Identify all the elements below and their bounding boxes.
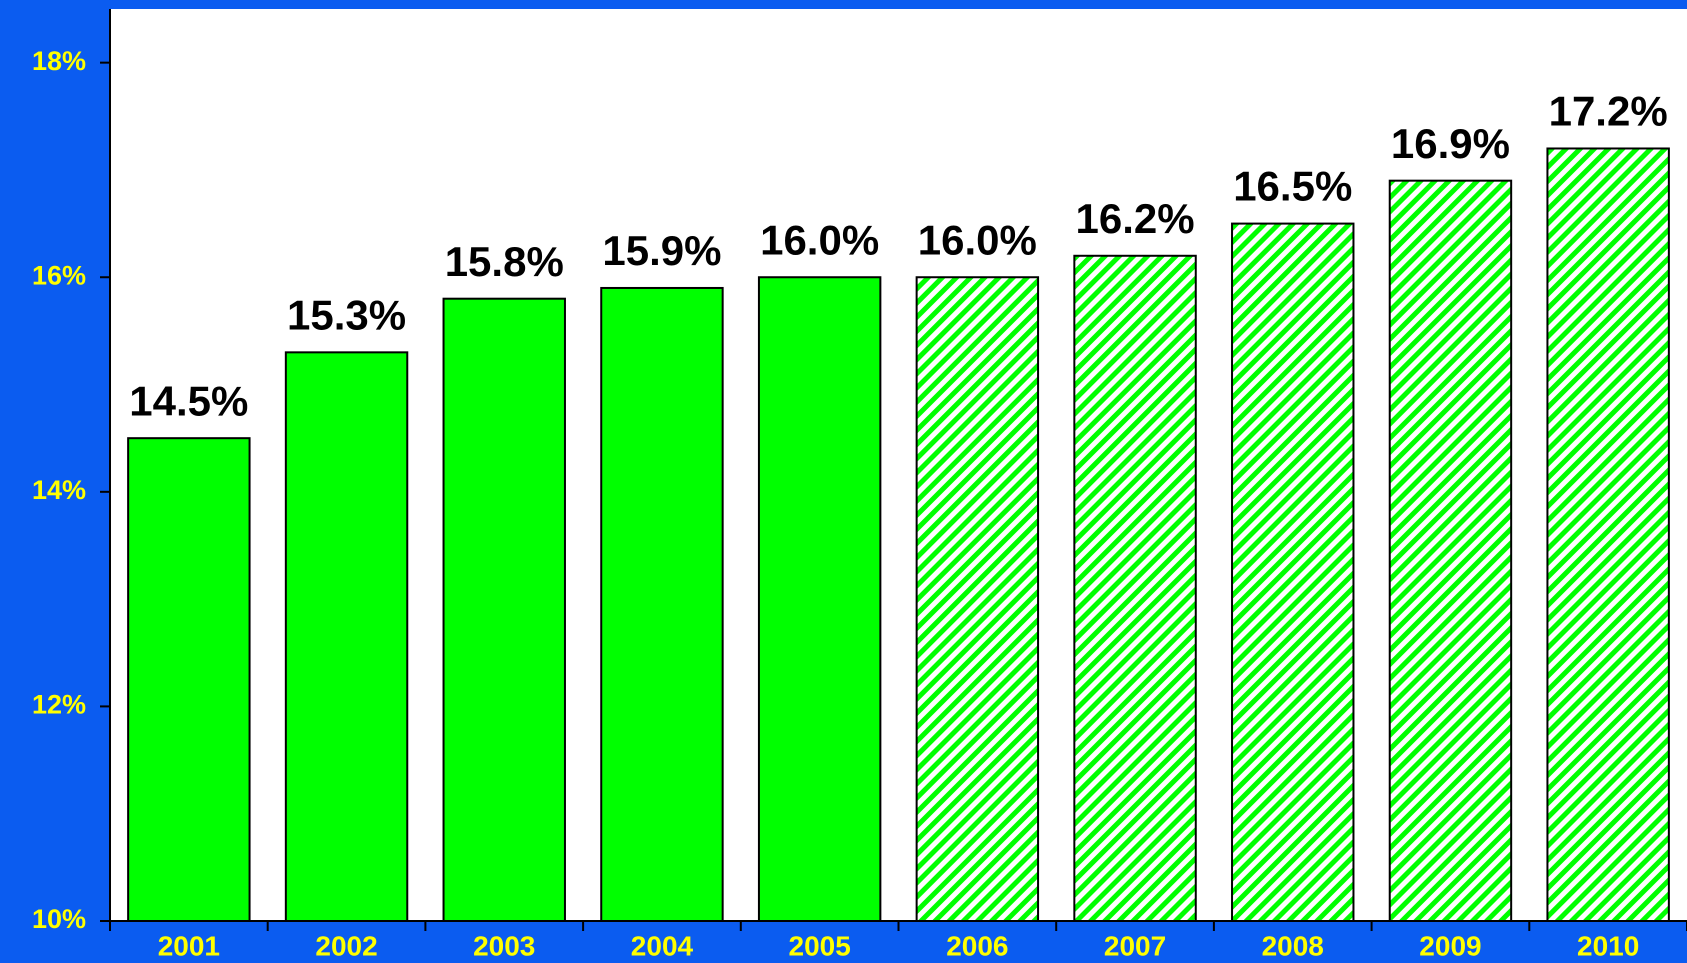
bar [284,351,409,922]
value-label: 16.2% [1076,195,1195,242]
value-label: 16.0% [760,216,879,263]
value-label: 15.9% [602,227,721,274]
bar [600,286,724,922]
x-tick-label: 2006 [946,930,1008,961]
x-tick-label: 2008 [1262,930,1324,961]
y-tick-label: 12% [32,690,86,720]
bar [1546,147,1670,922]
bar [915,276,1040,922]
bar [127,437,251,922]
bar [757,276,882,922]
value-label: 16.0% [918,216,1037,263]
bar [1388,179,1513,922]
value-label: 17.2% [1549,88,1668,135]
bar [1073,254,1197,922]
x-tick-label: 2007 [1104,930,1166,961]
y-tick-label: 14% [32,475,86,505]
x-tick-label: 2010 [1577,930,1639,961]
value-label: 14.5% [129,377,248,424]
bar [442,297,566,923]
x-tick-label: 2004 [631,930,694,961]
x-tick-label: 2002 [315,930,377,961]
value-label: 15.3% [287,291,406,338]
y-tick-label: 10% [32,904,86,934]
value-label: 16.5% [1233,163,1352,210]
x-tick-label: 2003 [473,930,535,961]
bar [1231,222,1355,922]
value-label: 16.9% [1391,120,1510,167]
x-tick-label: 2009 [1419,930,1481,961]
y-tick-label: 18% [32,46,86,76]
value-label: 15.8% [445,238,564,285]
x-tick-label: 2005 [789,930,851,961]
y-tick-label: 16% [32,260,86,290]
x-tick-label: 2001 [158,930,220,961]
